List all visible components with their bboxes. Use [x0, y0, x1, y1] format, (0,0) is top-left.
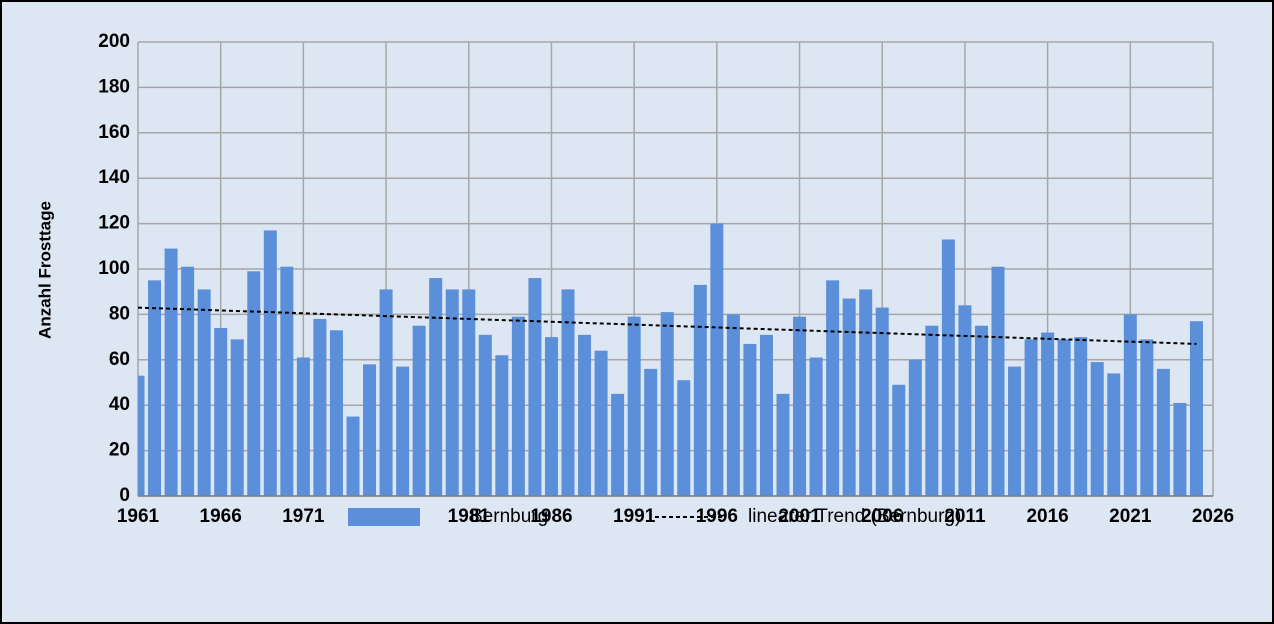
bar	[892, 384, 906, 496]
x-tick-label: 1961	[117, 506, 160, 527]
y-tick-label: 80	[109, 303, 130, 324]
bar	[809, 357, 823, 496]
bar	[1008, 366, 1022, 496]
bar	[181, 266, 195, 496]
bar	[495, 355, 509, 496]
bar	[991, 266, 1005, 496]
bar	[396, 366, 410, 496]
y-axis-label: Anzahl Frosttage	[35, 201, 54, 339]
y-tick-label: 100	[98, 258, 130, 279]
bar	[478, 334, 492, 496]
bar	[743, 343, 757, 496]
bar	[776, 393, 790, 496]
bar	[263, 230, 277, 496]
bar	[611, 393, 625, 496]
bar	[693, 284, 707, 496]
bar	[1041, 332, 1055, 496]
x-tick-label: 2011	[944, 506, 986, 527]
bar	[462, 289, 476, 496]
legend-label: Bernburg	[470, 506, 548, 527]
x-tick-label: 1981	[448, 506, 491, 527]
bar	[759, 334, 773, 496]
bar	[1107, 373, 1121, 496]
bar	[429, 278, 443, 496]
x-tick-label: 2021	[1109, 506, 1152, 527]
bar	[1173, 402, 1187, 496]
bar	[511, 316, 525, 496]
y-tick-label: 120	[98, 213, 130, 234]
bar	[1156, 368, 1170, 496]
bar	[379, 289, 393, 496]
bar	[164, 248, 178, 496]
x-tick-label: 2026	[1192, 506, 1234, 527]
bar	[660, 312, 674, 496]
y-tick-label: 180	[98, 76, 130, 97]
y-tick-label: 200	[98, 31, 130, 52]
bar	[826, 280, 840, 496]
bar	[875, 307, 889, 496]
x-tick-label: 2006	[861, 506, 903, 527]
bar	[1074, 337, 1088, 496]
bar	[197, 289, 211, 496]
bar	[329, 330, 343, 496]
bar	[974, 325, 988, 496]
bar	[247, 271, 261, 496]
x-tick-label: 2016	[1026, 506, 1068, 527]
legend-swatch	[348, 508, 420, 526]
bar	[594, 350, 608, 496]
bar	[941, 239, 955, 497]
bar	[313, 318, 327, 496]
bar	[544, 337, 558, 496]
bar	[1189, 321, 1203, 496]
bar	[148, 280, 162, 496]
plot-area	[138, 223, 1203, 497]
bar	[925, 325, 939, 496]
bar	[842, 298, 856, 496]
x-tick-label: 1971	[282, 506, 325, 527]
bar	[528, 278, 542, 496]
bar	[280, 266, 294, 496]
trend-line	[137, 306, 1197, 345]
bar	[627, 316, 641, 496]
bar	[859, 289, 873, 496]
bar	[710, 223, 724, 496]
bar	[1123, 314, 1137, 496]
bar	[726, 314, 740, 496]
bar	[578, 334, 592, 496]
y-tick-label: 140	[98, 167, 130, 188]
bar	[908, 359, 922, 496]
y-tick-label: 0	[119, 485, 130, 506]
bar	[1140, 339, 1154, 496]
y-tick-label: 160	[98, 122, 130, 143]
y-tick-label: 20	[109, 440, 130, 461]
bar	[1024, 339, 1038, 496]
bar	[412, 325, 426, 496]
x-tick-label: 1986	[530, 506, 572, 527]
bar	[296, 357, 310, 496]
x-tick-label: 2001	[778, 506, 821, 527]
y-tick-label: 60	[109, 349, 130, 370]
bar	[138, 375, 145, 496]
legend-label: linearer Trend (Bernburg)	[748, 506, 961, 527]
y-tick-label: 40	[109, 394, 130, 415]
bar	[644, 368, 658, 496]
bar	[958, 305, 972, 496]
bar	[363, 364, 377, 496]
x-tick-label: 1991	[613, 506, 656, 527]
bar	[561, 289, 575, 496]
bar	[677, 380, 691, 496]
bar	[214, 328, 228, 496]
bar	[346, 416, 360, 496]
x-tick-label: 1996	[696, 506, 738, 527]
x-tick-label: 1966	[200, 506, 242, 527]
bar	[793, 316, 807, 496]
bar	[230, 339, 244, 496]
bar	[1090, 362, 1104, 496]
bar	[1057, 339, 1071, 496]
bar	[445, 289, 459, 496]
